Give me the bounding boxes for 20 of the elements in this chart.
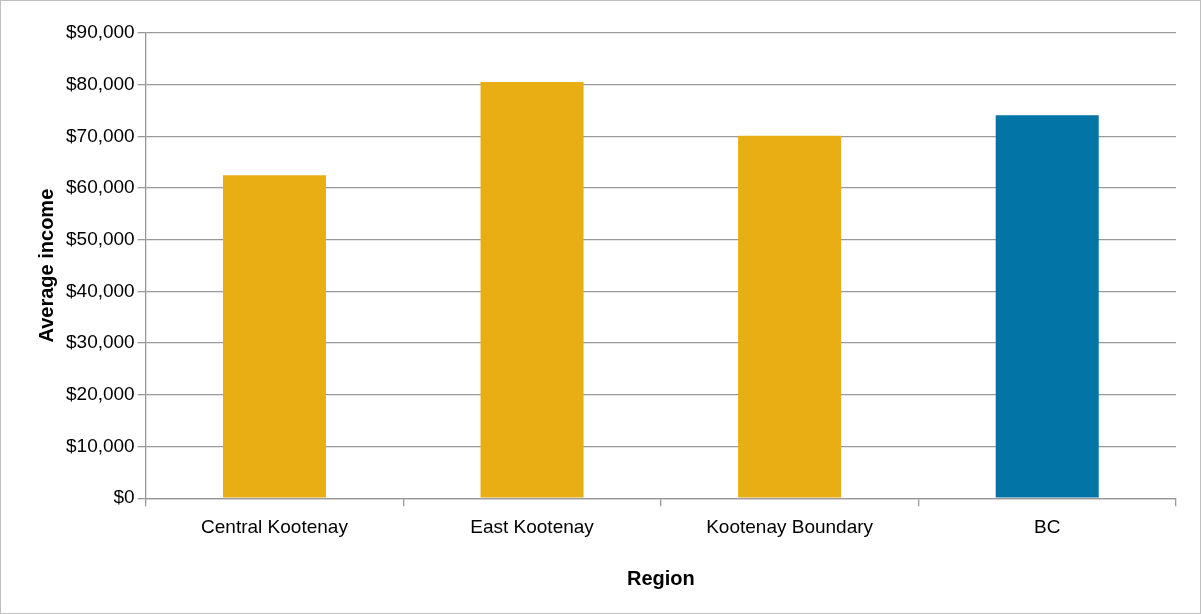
x-tick-label: East Kootenay (470, 515, 595, 537)
y-tick-label: $70,000 (65, 124, 135, 146)
bar (222, 175, 326, 498)
x-tick-label: Kootenay Boundary (706, 515, 874, 537)
bar (738, 135, 842, 498)
y-tick-label: $30,000 (65, 331, 135, 353)
x-tick-label: BC (1034, 515, 1061, 537)
y-tick-label: $90,000 (65, 21, 135, 43)
y-axis-title: Average income (34, 188, 57, 343)
y-tick-label: $40,000 (65, 279, 135, 301)
y-tick-label: $0 (113, 486, 135, 508)
bar (480, 82, 584, 498)
bar (995, 115, 1099, 498)
y-tick-label: $20,000 (65, 383, 135, 405)
y-tick-label: $10,000 (65, 434, 135, 456)
x-axis-title: Region (626, 566, 695, 589)
y-tick-label: $50,000 (65, 227, 135, 249)
y-tick-label: $60,000 (65, 176, 135, 198)
x-tick-label: Central Kootenay (201, 515, 349, 537)
y-tick-label: $80,000 (65, 72, 135, 94)
